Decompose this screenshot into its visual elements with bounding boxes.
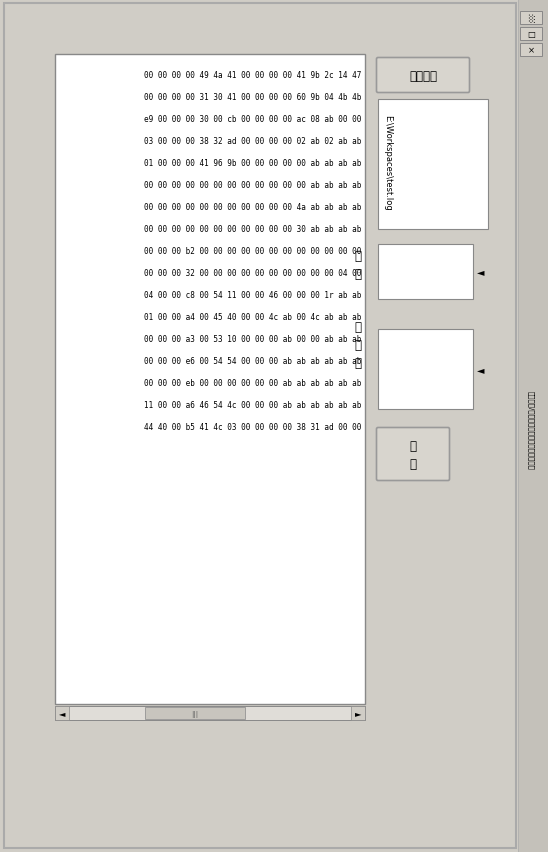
Bar bbox=[55, 706, 69, 720]
Bar bbox=[351, 706, 365, 720]
Text: ►: ► bbox=[355, 709, 361, 717]
Bar bbox=[378, 100, 488, 230]
Text: 装
令
码: 装 令 码 bbox=[355, 320, 362, 369]
Text: 00 00 00 e6 00 54 54 00 00 00 ab ab ab ab ab ab: 00 00 00 e6 00 54 54 00 00 00 ab ab ab a… bbox=[144, 357, 361, 366]
Text: 00 00 00 00 49 4a 41 00 00 00 00 41 9b 2c 14 47: 00 00 00 00 49 4a 41 00 00 00 00 41 9b 2… bbox=[144, 71, 361, 80]
Text: ◄: ◄ bbox=[477, 365, 485, 375]
Text: 01 00 00 00 41 96 9b 00 00 00 00 00 ab ab ab ab: 01 00 00 00 41 96 9b 00 00 00 00 00 ab a… bbox=[144, 158, 361, 168]
Text: 00 00 00 00 31 30 41 00 00 00 00 60 9b 04 4b 4b: 00 00 00 00 31 30 41 00 00 00 00 60 9b 0… bbox=[144, 93, 361, 102]
Text: 44 40 00 b5 41 4c 03 00 00 00 00 38 31 ad 00 00: 44 40 00 b5 41 4c 03 00 00 00 00 38 31 a… bbox=[144, 423, 361, 431]
Text: 03 00 00 00 38 32 ad 00 00 00 00 02 ab 02 ab ab: 03 00 00 00 38 32 ad 00 00 00 00 02 ab 0… bbox=[144, 137, 361, 146]
Text: 04 00 00 c8 00 54 11 00 00 46 00 00 00 1r ab ab: 04 00 00 c8 00 54 11 00 00 46 00 00 00 1… bbox=[144, 291, 361, 300]
Bar bbox=[520, 28, 542, 41]
Text: 调试串口/高速串行总线调试装置参数设置: 调试串口/高速串行总线调试装置参数设置 bbox=[528, 390, 534, 469]
Text: e9 00 00 00 30 00 cb 00 00 00 00 ac 08 ab 00 00: e9 00 00 00 30 00 cb 00 00 00 00 ac 08 a… bbox=[144, 115, 361, 124]
Text: 过
滤: 过 滤 bbox=[409, 439, 416, 470]
Text: 11 00 00 a6 46 54 4c 00 00 00 ab ab ab ab ab ab: 11 00 00 a6 46 54 4c 00 00 00 ab ab ab a… bbox=[144, 400, 361, 410]
Text: □: □ bbox=[527, 30, 535, 39]
Text: ◄: ◄ bbox=[59, 709, 65, 717]
Text: 00 00 00 32 00 00 00 00 00 00 00 00 00 00 04 00: 00 00 00 32 00 00 00 00 00 00 00 00 00 0… bbox=[144, 268, 361, 278]
Text: 01 00 00 a4 00 45 40 00 00 4c ab 00 4c ab ab ab: 01 00 00 a4 00 45 40 00 00 4c ab 00 4c a… bbox=[144, 313, 361, 321]
FancyBboxPatch shape bbox=[376, 59, 470, 94]
Text: ◄: ◄ bbox=[477, 268, 485, 277]
Text: 加载文件: 加载文件 bbox=[409, 69, 437, 83]
Text: 通
道: 通 道 bbox=[355, 249, 362, 280]
FancyBboxPatch shape bbox=[376, 428, 449, 481]
Text: ░: ░ bbox=[528, 14, 534, 23]
Text: 00 00 00 b2 00 00 00 00 00 00 00 00 00 00 00 00: 00 00 00 b2 00 00 00 00 00 00 00 00 00 0… bbox=[144, 247, 361, 256]
Text: 00 00 00 00 00 00 00 00 00 00 00 30 ab ab ab ab: 00 00 00 00 00 00 00 00 00 00 00 30 ab a… bbox=[144, 225, 361, 233]
Bar bbox=[518, 0, 548, 852]
Bar bbox=[145, 707, 245, 719]
Text: ×: × bbox=[528, 46, 534, 55]
Text: E:\Workspaces\test.log: E:\Workspaces\test.log bbox=[383, 115, 392, 210]
Bar bbox=[55, 55, 365, 704]
Bar bbox=[55, 706, 365, 720]
Text: 00 00 00 eb 00 00 00 00 00 00 ab ab ab ab ab ab: 00 00 00 eb 00 00 00 00 00 00 ab ab ab a… bbox=[144, 378, 361, 388]
Text: 00 00 00 00 00 00 00 00 00 00 00 00 ab ab ab ab: 00 00 00 00 00 00 00 00 00 00 00 00 ab a… bbox=[144, 181, 361, 190]
Text: 00 00 00 a3 00 53 10 00 00 00 ab 00 00 ab ab ab: 00 00 00 a3 00 53 10 00 00 00 ab 00 00 a… bbox=[144, 335, 361, 343]
Text: 00 00 00 00 00 00 00 00 00 00 00 4a ab ab ab ab: 00 00 00 00 00 00 00 00 00 00 00 4a ab a… bbox=[144, 203, 361, 212]
Bar bbox=[378, 330, 473, 410]
Text: |||: ||| bbox=[191, 710, 198, 717]
Bar bbox=[378, 245, 473, 300]
Bar bbox=[520, 12, 542, 25]
Bar bbox=[520, 44, 542, 57]
